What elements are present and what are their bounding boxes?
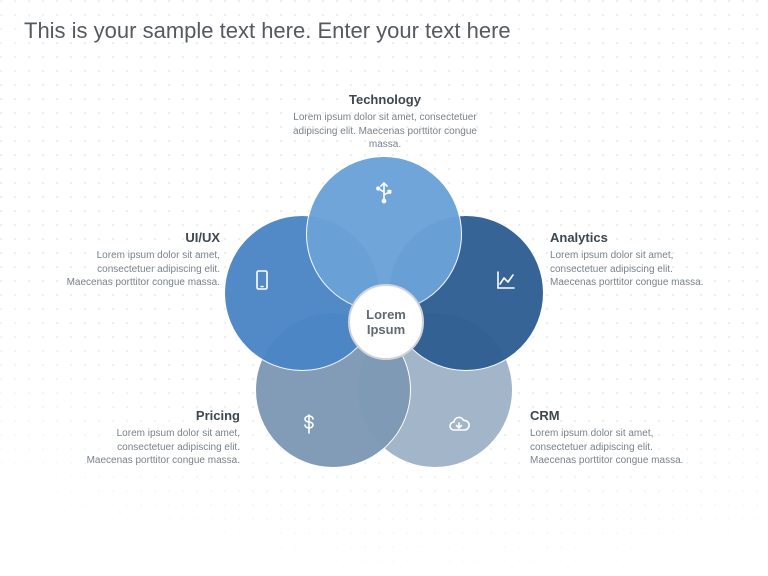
label-crm-desc: Lorem ipsum dolor sit amet, consectetuer…	[530, 427, 700, 468]
center-circle: Lorem Ipsum	[348, 284, 424, 360]
label-uiux-title: UI/UX	[50, 230, 220, 245]
label-analytics-desc: Lorem ipsum dolor sit amet, consectetuer…	[550, 249, 720, 290]
label-pricing-desc: Lorem ipsum dolor sit amet, consectetuer…	[70, 427, 240, 468]
label-crm-title: CRM	[530, 408, 700, 423]
phone-icon	[250, 268, 274, 292]
venn-diagram: Lorem Ipsum	[184, 120, 584, 520]
page-title: This is your sample text here. Enter you…	[24, 18, 744, 44]
dollar-icon	[297, 412, 321, 436]
label-technology-desc: Lorem ipsum dolor sit amet, consectetuer…	[280, 111, 490, 152]
label-pricing: Pricing Lorem ipsum dolor sit amet, conse…	[70, 408, 240, 468]
label-crm: CRM Lorem ipsum dolor sit amet, consectet…	[530, 408, 700, 468]
usb-icon	[372, 180, 396, 204]
page-title-text: This is your sample text here. Enter you…	[24, 18, 511, 43]
chart-icon	[494, 268, 518, 292]
label-technology-title: Technology	[280, 92, 490, 107]
label-analytics: Analytics Lorem ipsum dolor sit amet, con…	[550, 230, 720, 290]
label-uiux: UI/UX Lorem ipsum dolor sit amet, consect…	[50, 230, 220, 290]
label-technology: Technology Lorem ipsum dolor sit amet, co…	[280, 92, 490, 152]
label-pricing-title: Pricing	[70, 408, 240, 423]
cloud-icon	[447, 412, 471, 436]
label-uiux-desc: Lorem ipsum dolor sit amet, consectetuer…	[50, 249, 220, 290]
label-analytics-title: Analytics	[550, 230, 720, 245]
center-label: Lorem Ipsum	[350, 307, 422, 337]
